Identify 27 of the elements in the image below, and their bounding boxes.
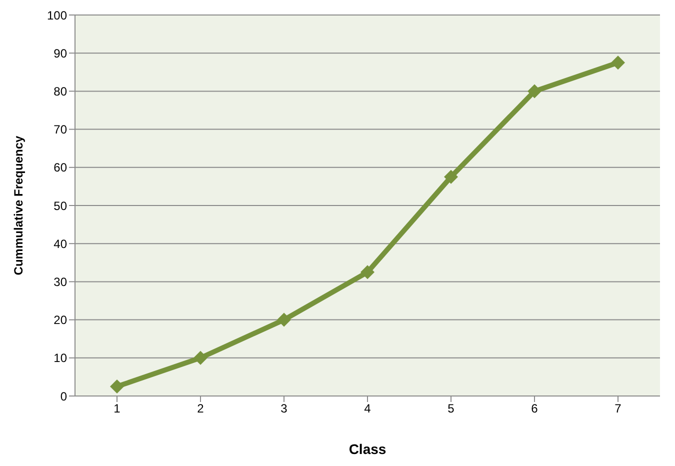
y-tick-label: 30 <box>54 274 68 289</box>
y-tick-label: 60 <box>54 160 68 175</box>
x-tick-label: 6 <box>531 402 538 416</box>
y-tick-label: 0 <box>60 389 68 404</box>
y-axis-title: Cummulative Frequency <box>11 135 26 276</box>
x-tick-label: 7 <box>614 402 622 416</box>
y-tick-label: 100 <box>46 8 68 22</box>
x-tick-label: 4 <box>364 402 372 416</box>
y-tick-label: 20 <box>54 313 68 328</box>
point <box>277 312 291 327</box>
point <box>611 56 625 70</box>
y-tick-label: 50 <box>54 198 68 213</box>
point <box>528 84 542 98</box>
y-tick-label: 10 <box>54 351 68 366</box>
y-tick-label: 70 <box>54 122 68 137</box>
point <box>360 265 374 280</box>
x-tick-label: 5 <box>448 402 455 416</box>
point <box>444 170 458 184</box>
y-tick-label: 80 <box>54 84 68 98</box>
x-tick-label: 1 <box>114 402 121 416</box>
x-tick-label: 2 <box>197 402 204 416</box>
point <box>194 350 208 365</box>
y-tick-label: 90 <box>54 46 68 60</box>
x-axis-title: Class <box>348 441 386 457</box>
x-tick-label: 3 <box>280 402 288 416</box>
y-tick-label: 40 <box>54 236 68 251</box>
point <box>110 379 124 394</box>
